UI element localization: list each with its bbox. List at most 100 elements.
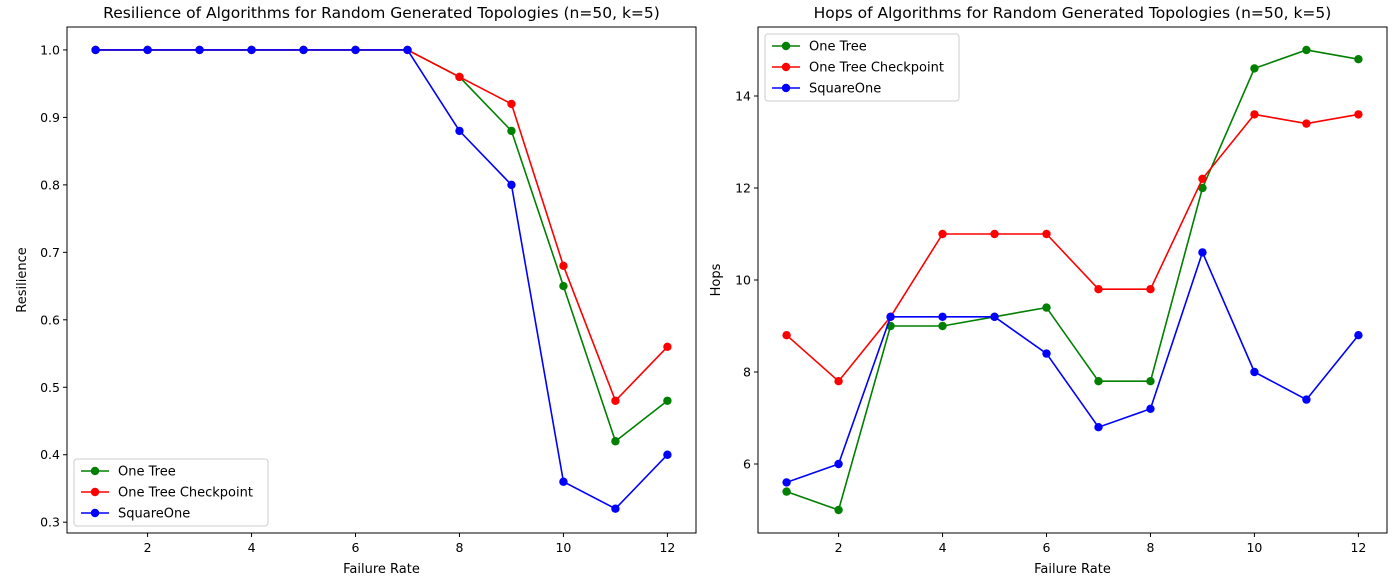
- data-point: [611, 396, 620, 405]
- data-point: [1250, 110, 1259, 119]
- x-tick-label: 12: [659, 540, 675, 555]
- data-point: [299, 45, 308, 55]
- data-point: [143, 45, 152, 55]
- data-point: [1094, 423, 1103, 432]
- data-point: [834, 377, 843, 386]
- series-line: [95, 49, 668, 443]
- chart-panel-1: Resilience of Algorithms for Random Gene…: [15, 4, 697, 577]
- data-point: [886, 312, 895, 321]
- y-axis-label: Hops: [709, 263, 724, 296]
- data-point: [1146, 377, 1155, 386]
- data-point: [403, 45, 412, 55]
- x-tick-label: 8: [455, 540, 463, 555]
- data-point: [1146, 285, 1155, 294]
- axes-frame: [66, 26, 697, 534]
- legend-label: One Tree Checkpoint: [809, 61, 944, 76]
- legend-item: One Tree: [772, 40, 867, 55]
- legend-item: SquareOne: [772, 82, 881, 97]
- y-tick-label: 8: [743, 365, 751, 380]
- data-point: [1094, 285, 1103, 294]
- legend-marker: [90, 466, 100, 476]
- chart-title: Hops of Algorithms for Random Generated …: [814, 4, 1332, 22]
- legend-marker: [90, 508, 100, 518]
- series-line: [786, 49, 1359, 512]
- x-tick-label: 10: [1246, 540, 1262, 555]
- legend-label: One Tree Checkpoint: [118, 486, 253, 501]
- data-point: [507, 180, 516, 190]
- data-point: [1198, 183, 1207, 193]
- y-tick-label: 0.9: [40, 110, 60, 125]
- y-tick-label: 10: [735, 273, 751, 288]
- legend-label: SquareOne: [809, 82, 881, 97]
- legend-label: One Tree: [809, 40, 867, 55]
- legend-marker: [90, 487, 100, 497]
- data-point: [990, 229, 999, 239]
- data-point: [938, 321, 947, 331]
- data-point: [1042, 303, 1051, 312]
- legend-item: One Tree: [81, 465, 176, 480]
- data-point: [1354, 331, 1363, 340]
- chart-panel-2: Hops of Algorithms for Random Generated …: [709, 4, 1388, 577]
- x-tick-label: 6: [1043, 540, 1051, 555]
- data-point: [782, 331, 791, 340]
- data-point: [247, 45, 256, 55]
- data-point: [1302, 119, 1311, 128]
- data-point: [559, 261, 568, 271]
- data-point: [1198, 174, 1207, 183]
- series-2: [782, 110, 1363, 386]
- chart-title: Resilience of Algorithms for Random Gene…: [103, 4, 660, 22]
- y-tick-label: 0.8: [40, 177, 60, 192]
- series-1: [782, 45, 1363, 515]
- data-point: [351, 45, 360, 55]
- data-point: [195, 45, 204, 55]
- legend-box: [73, 458, 269, 527]
- data-point: [1250, 64, 1259, 73]
- legend-box: [764, 33, 960, 102]
- y-tick-label: 12: [735, 181, 751, 196]
- data-point: [559, 281, 568, 291]
- data-point: [559, 477, 568, 486]
- data-point: [834, 459, 843, 469]
- series-1: [91, 45, 672, 446]
- data-point: [1042, 229, 1051, 239]
- data-point: [1250, 367, 1259, 377]
- series-line: [95, 49, 668, 510]
- legend-item: SquareOne: [81, 507, 190, 522]
- x-tick-label: 10: [555, 540, 571, 555]
- y-tick-label: 1.0: [40, 42, 60, 57]
- data-point: [1354, 55, 1363, 64]
- data-point: [1198, 248, 1207, 257]
- legend-marker: [781, 83, 791, 93]
- data-point: [507, 126, 516, 136]
- data-point: [1042, 349, 1051, 358]
- data-point: [834, 505, 843, 515]
- series-line: [786, 113, 1359, 383]
- legend-marker: [781, 62, 791, 72]
- data-point: [455, 126, 464, 136]
- data-point: [663, 450, 672, 459]
- legend-marker: [781, 41, 791, 51]
- data-point: [990, 312, 999, 321]
- x-axis-label: Failure Rate: [343, 562, 420, 577]
- data-point: [938, 312, 947, 321]
- legend-item: One Tree Checkpoint: [772, 61, 944, 76]
- series-3: [782, 248, 1363, 487]
- data-point: [611, 437, 620, 446]
- legend-item: One Tree Checkpoint: [81, 486, 253, 501]
- series-line: [786, 250, 1360, 484]
- data-point: [1302, 395, 1311, 404]
- y-tick-label: 0.7: [40, 245, 60, 260]
- data-point: [782, 487, 791, 496]
- legend: One Tree One Tree Checkpoint SquareOne: [764, 33, 960, 102]
- x-tick-label: 4: [248, 540, 256, 555]
- x-tick-label: 4: [939, 540, 947, 555]
- y-tick-label: 14: [735, 89, 751, 104]
- data-point: [455, 72, 464, 82]
- x-tick-label: 8: [1146, 540, 1154, 555]
- data-point: [1146, 404, 1155, 413]
- x-tick-label: 6: [352, 540, 360, 555]
- axes-frame: [757, 26, 1388, 534]
- data-point: [938, 229, 947, 239]
- data-point: [1354, 110, 1363, 119]
